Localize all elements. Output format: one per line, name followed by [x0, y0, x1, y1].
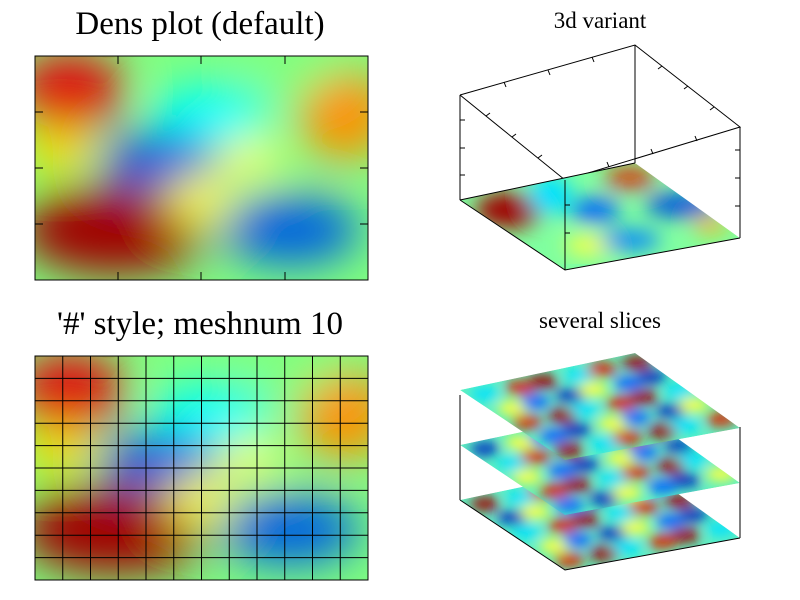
density-slices: [460, 353, 740, 570]
panel-dens-3d: 3d variant: [400, 0, 800, 290]
panel-title: several slices: [539, 308, 661, 333]
panel-title: '#' style; meshnum 10: [57, 306, 343, 342]
density-field: [35, 356, 368, 580]
panel-title: 3d variant: [553, 8, 647, 33]
mesh-grid: [35, 356, 368, 580]
box-front-edges: [459, 162, 741, 271]
dens-plot-slices: [459, 353, 741, 571]
axis-ticks: [460, 56, 740, 234]
panel-dens-mesh: '#' style; meshnum 10: [0, 300, 400, 600]
axis-ticks: [35, 56, 368, 280]
dens-plot-default: [34, 55, 369, 281]
dens-plot-mesh: [34, 355, 369, 581]
dens-plot-3d: [459, 44, 742, 271]
density-field: [35, 56, 368, 280]
plot-frame: [34, 355, 369, 581]
panel-title: Dens plot (default): [75, 6, 325, 42]
slice-3: [460, 353, 740, 460]
box-front-edges: [459, 499, 741, 571]
panel-dens-slices: several slices: [400, 300, 800, 600]
panel-dens-default: Dens plot (default): [0, 0, 400, 290]
density-slice: [460, 163, 740, 270]
box-frame: [459, 44, 742, 238]
